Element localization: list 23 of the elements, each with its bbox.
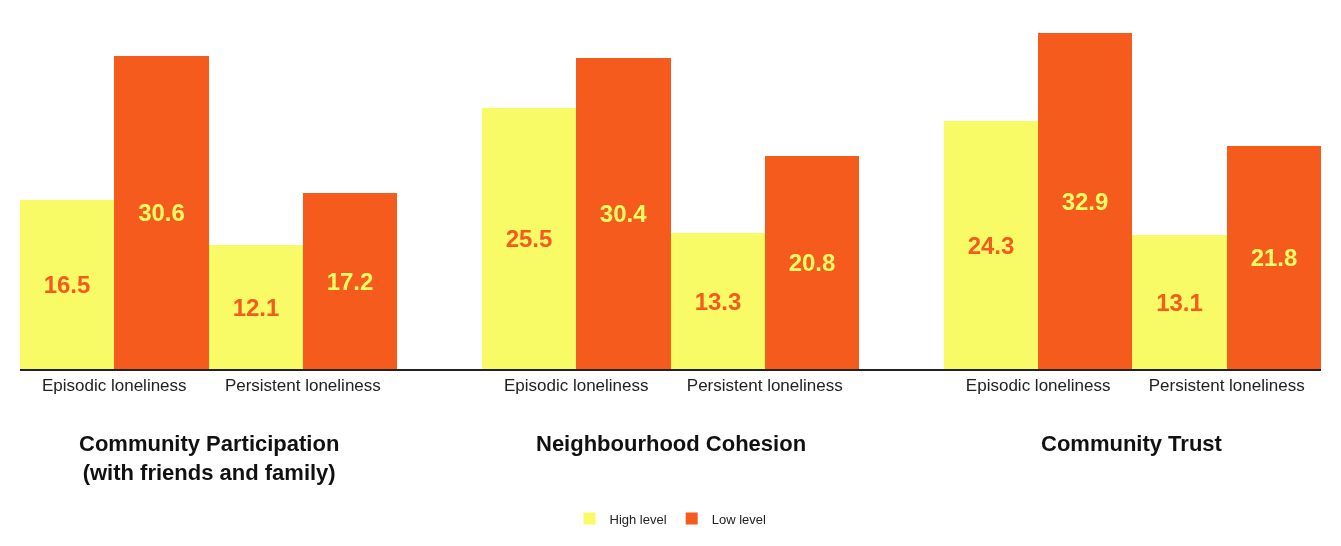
data-label: 13.3	[694, 287, 742, 315]
data-label: 12.1	[232, 293, 280, 321]
data-label: 21.8	[1250, 244, 1298, 271]
text: Community Participation (with friends and family)	[79, 431, 340, 485]
text: Community Trust	[1041, 431, 1223, 456]
data-label: 32.9	[1061, 187, 1109, 215]
data-label: 30.6	[138, 199, 185, 226]
data-label: 30.4	[599, 200, 648, 227]
x-tick-label: Episodic loneliness	[965, 376, 1111, 396]
legend-label: High level	[609, 511, 667, 527]
data-label: 25.5	[505, 225, 553, 252]
text: Neighbourhood Cohesion	[536, 431, 807, 456]
data-label: 24.3	[967, 231, 1015, 259]
x-tick-label: Persistent loneliness	[1148, 376, 1305, 396]
x-tick-label: Persistent loneliness	[224, 376, 381, 396]
data-label: 16.5	[43, 271, 91, 298]
data-label: 17.2	[326, 267, 374, 295]
x-tick-label: Episodic loneliness	[503, 376, 649, 396]
x-tick-label: Episodic loneliness	[41, 376, 187, 396]
legend-label: Low level	[711, 511, 766, 527]
x-tick-label: Persistent loneliness	[686, 376, 843, 396]
data-label: 13.1	[1156, 288, 1203, 316]
data-label: 20.8	[788, 249, 836, 276]
